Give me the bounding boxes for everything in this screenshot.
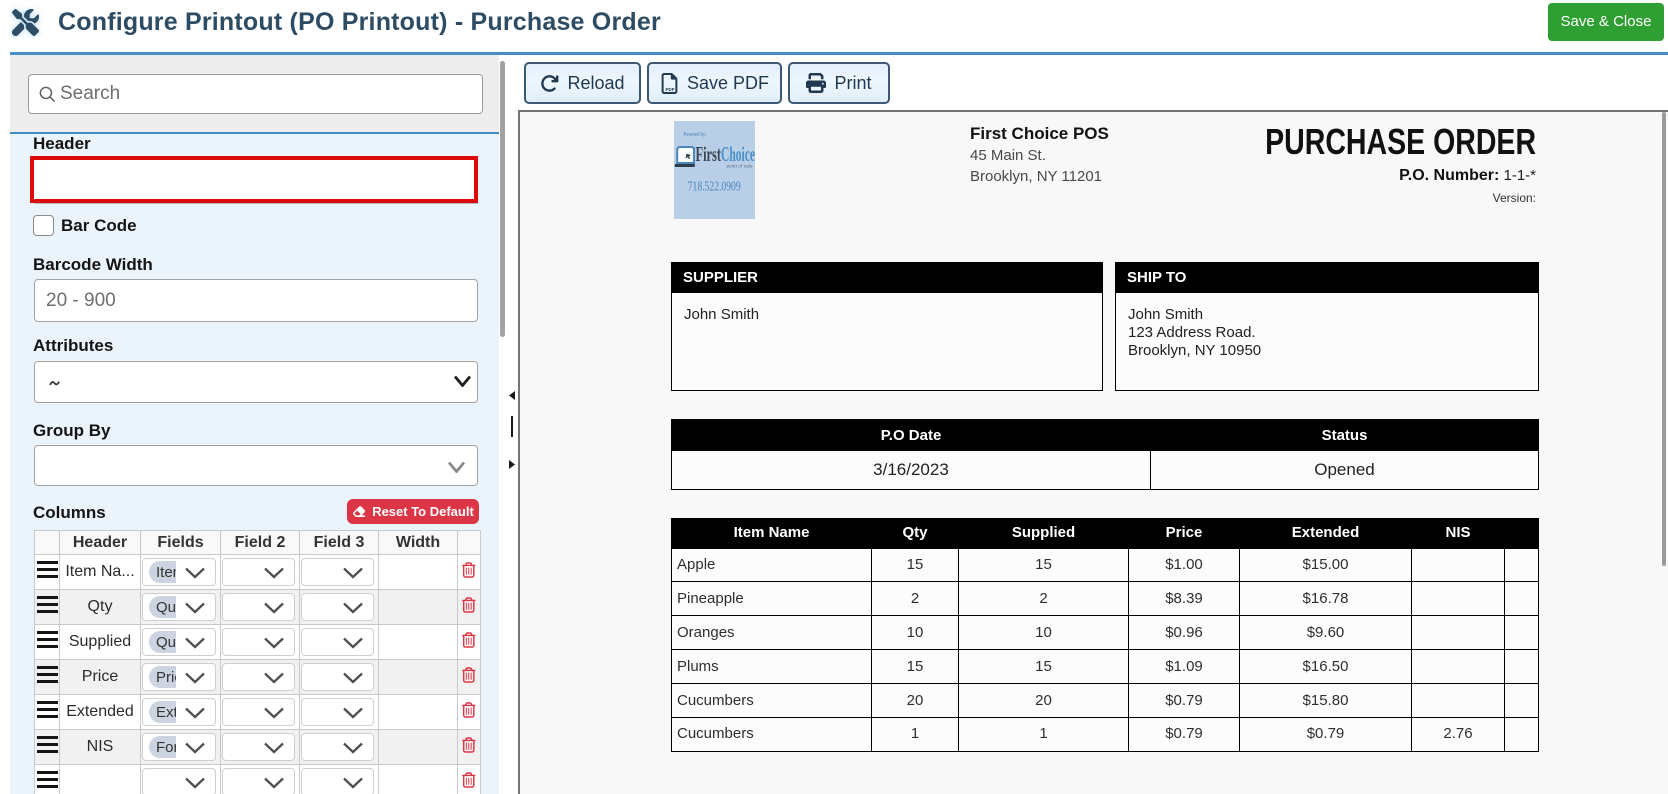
svg-text:Powered by:: Powered by: bbox=[684, 131, 707, 138]
svg-text:PDF: PDF bbox=[666, 87, 675, 92]
svg-text:718.522.0909: 718.522.0909 bbox=[688, 179, 741, 194]
svg-text:Choice: Choice bbox=[721, 142, 755, 166]
svg-text:First: First bbox=[696, 142, 722, 166]
svg-text:point of sale: point of sale bbox=[727, 164, 753, 169]
